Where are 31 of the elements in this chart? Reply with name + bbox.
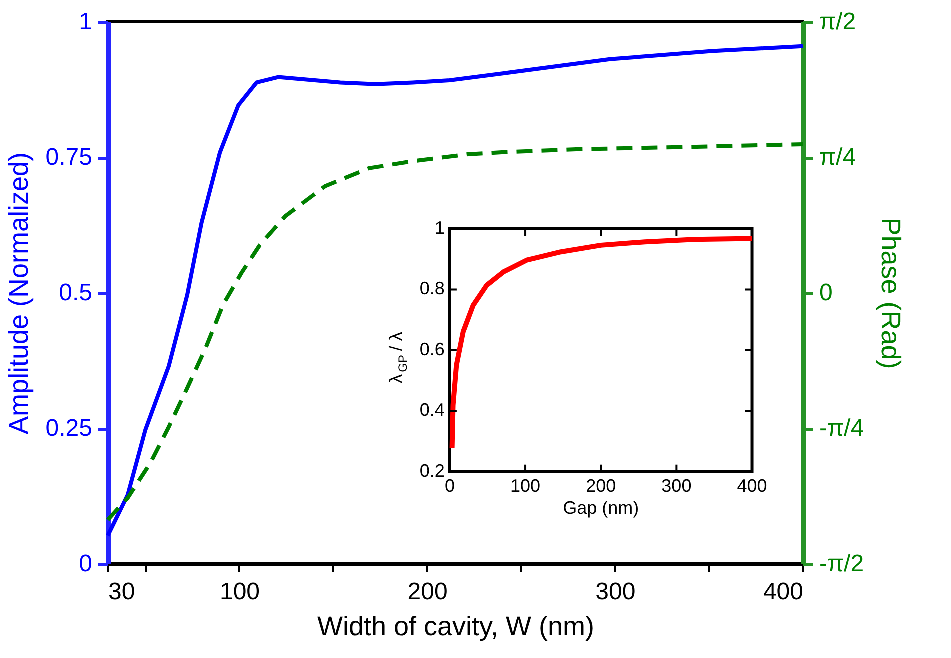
y2-axis-title: Phase (Rad) (876, 218, 906, 370)
x-axis-title: Width of cavity, W (nm) (317, 612, 595, 642)
y-tick-label: 0.5 (59, 280, 92, 306)
x-tick-label: 30 (108, 578, 136, 606)
y2-tick-label: 0 (820, 280, 833, 306)
y-tick-label: 0.2 (420, 460, 445, 481)
y-tick-label: 0.75 (46, 144, 92, 171)
x-tick-label: 100 (220, 578, 260, 606)
y2-tick-label: π/2 (820, 8, 856, 36)
y-tick-label: 1 (434, 218, 445, 238)
y2-tick-label: -π/2 (820, 550, 864, 578)
y-tick-label: 0 (79, 550, 92, 578)
y-tick-label: 1 (79, 8, 92, 36)
x-axis-title: Gap (nm) (563, 498, 640, 518)
line-series (106, 44, 805, 538)
y2-tick-label: -π/4 (820, 415, 864, 442)
y-tick-label: 0.8 (420, 278, 445, 299)
y-tick-label: 0.4 (420, 400, 445, 420)
x-tick-label: 300 (662, 476, 692, 496)
y-tick-label: 0.25 (46, 415, 92, 442)
y-axis-title: Amplitude (Normalized) (4, 152, 34, 435)
x-tick-label: 400 (737, 476, 768, 496)
x-tick-label: 200 (408, 578, 448, 606)
y2-tick-label: π/4 (820, 144, 856, 171)
y-tick-label: 0.6 (420, 339, 445, 360)
x-tick-label: 200 (586, 476, 616, 496)
line-series (106, 142, 805, 522)
y-axis-title: λGP / λ (386, 332, 410, 384)
x-tick-label: 400 (763, 578, 804, 606)
x-tick-label: 100 (510, 476, 541, 496)
x-tick-label: 300 (596, 578, 636, 606)
